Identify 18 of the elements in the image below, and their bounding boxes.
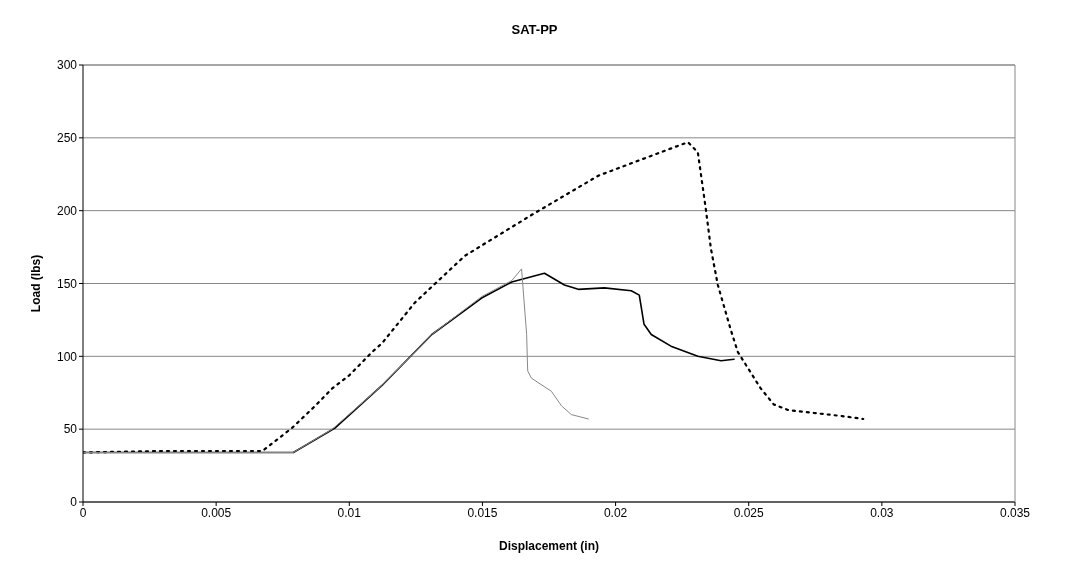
x-tick-label: 0.005 <box>201 505 232 520</box>
x-tick-label: 0.01 <box>337 505 362 520</box>
y-tick-label: 150 <box>56 276 78 291</box>
y-tick-label: 50 <box>63 422 78 437</box>
x-tick-label: 0.02 <box>603 505 628 520</box>
line-series <box>83 268 589 453</box>
x-tick-label: 0.03 <box>870 505 894 520</box>
y-tick-label: 100 <box>56 349 78 364</box>
y-tick-label: 200 <box>56 203 78 218</box>
y-tick-label: 0 <box>70 495 78 510</box>
chart-title: SAT-PP <box>510 22 559 39</box>
y-tick-label: 250 <box>56 131 78 146</box>
x-tick-label: 0.035 <box>999 505 1031 520</box>
x-tick-label: 0.015 <box>467 505 498 520</box>
y-axis-title: Load (lbs) <box>29 254 44 313</box>
y-tick-label: 300 <box>56 58 78 73</box>
x-tick-label: 0.025 <box>733 505 765 520</box>
x-axis-title: Displacement (in) <box>498 539 600 553</box>
